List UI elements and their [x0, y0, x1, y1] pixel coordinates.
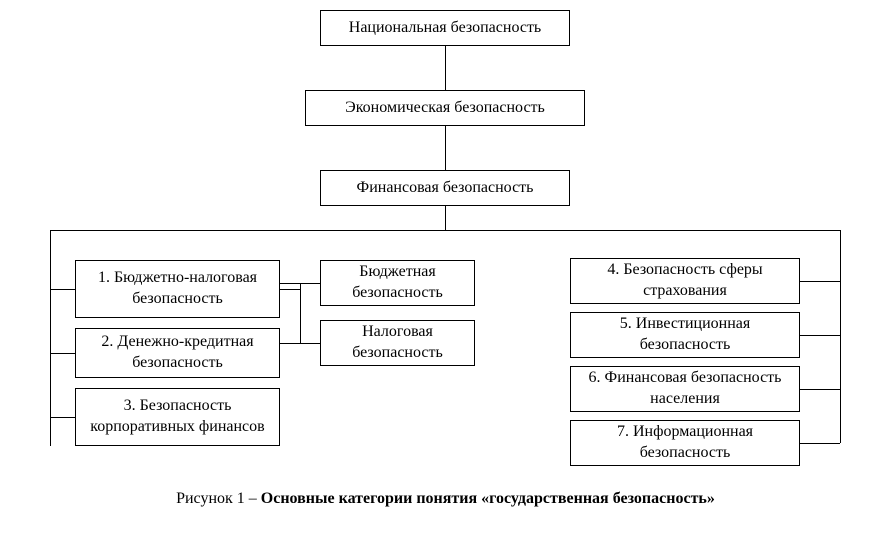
node-label: 6. Финансовая безопасность населения: [577, 368, 793, 410]
node-c2: 2. Денежно-кредитная безопасность: [75, 328, 280, 378]
connector: [445, 206, 446, 230]
connector: [280, 283, 320, 284]
connector: [800, 443, 840, 444]
node-c3: 3. Безопасность корпоративных финансов: [75, 388, 280, 446]
node-c6: 6. Финансовая безопасность населения: [570, 366, 800, 412]
node-label: Экономическая безопасность: [345, 98, 545, 119]
connector: [800, 281, 840, 282]
node-label: Налоговая безопасность: [327, 322, 468, 364]
node-label: 1. Бюджетно-налоговая безопасность: [82, 268, 273, 310]
node-label: 4. Безопасность сферы страхования: [577, 260, 793, 302]
connector: [50, 417, 75, 418]
caption-bold: Основные категории понятия «государствен…: [261, 490, 715, 507]
node-c7: 7. Информационная безопасность: [570, 420, 800, 466]
node-c1: 1. Бюджетно-налоговая безопасность: [75, 260, 280, 318]
node-c5: 5. Инвестиционная безопасность: [570, 312, 800, 358]
connector: [800, 335, 840, 336]
connector: [840, 230, 841, 443]
node-label: 2. Денежно-кредитная безопасность: [82, 332, 273, 374]
node-label: Национальная безопасность: [349, 18, 541, 39]
figure-caption: Рисунок 1 – Основные категории понятия «…: [0, 490, 891, 508]
connector: [800, 389, 840, 390]
node-l3: Финансовая безопасность: [320, 170, 570, 206]
node-sb2: Налоговая безопасность: [320, 320, 475, 366]
connector: [50, 353, 75, 354]
connector: [280, 343, 320, 344]
node-l2: Экономическая безопасность: [305, 90, 585, 126]
connector: [280, 289, 300, 290]
node-c4: 4. Безопасность сферы страхования: [570, 258, 800, 304]
node-label: Бюджетная безопасность: [327, 262, 468, 304]
node-label: 7. Информационная безопасность: [577, 422, 793, 464]
node-root: Национальная безопасность: [320, 10, 570, 46]
node-label: 5. Инвестиционная безопасность: [577, 314, 793, 356]
node-label: Финансовая безопасность: [357, 178, 534, 199]
connector: [445, 126, 446, 170]
connector: [50, 230, 51, 446]
connector: [50, 289, 75, 290]
connector: [50, 230, 840, 231]
connector: [445, 46, 446, 90]
node-sb1: Бюджетная безопасность: [320, 260, 475, 306]
connector: [300, 283, 301, 343]
node-label: 3. Безопасность корпоративных финансов: [82, 396, 273, 438]
caption-prefix: Рисунок 1 –: [176, 490, 261, 507]
